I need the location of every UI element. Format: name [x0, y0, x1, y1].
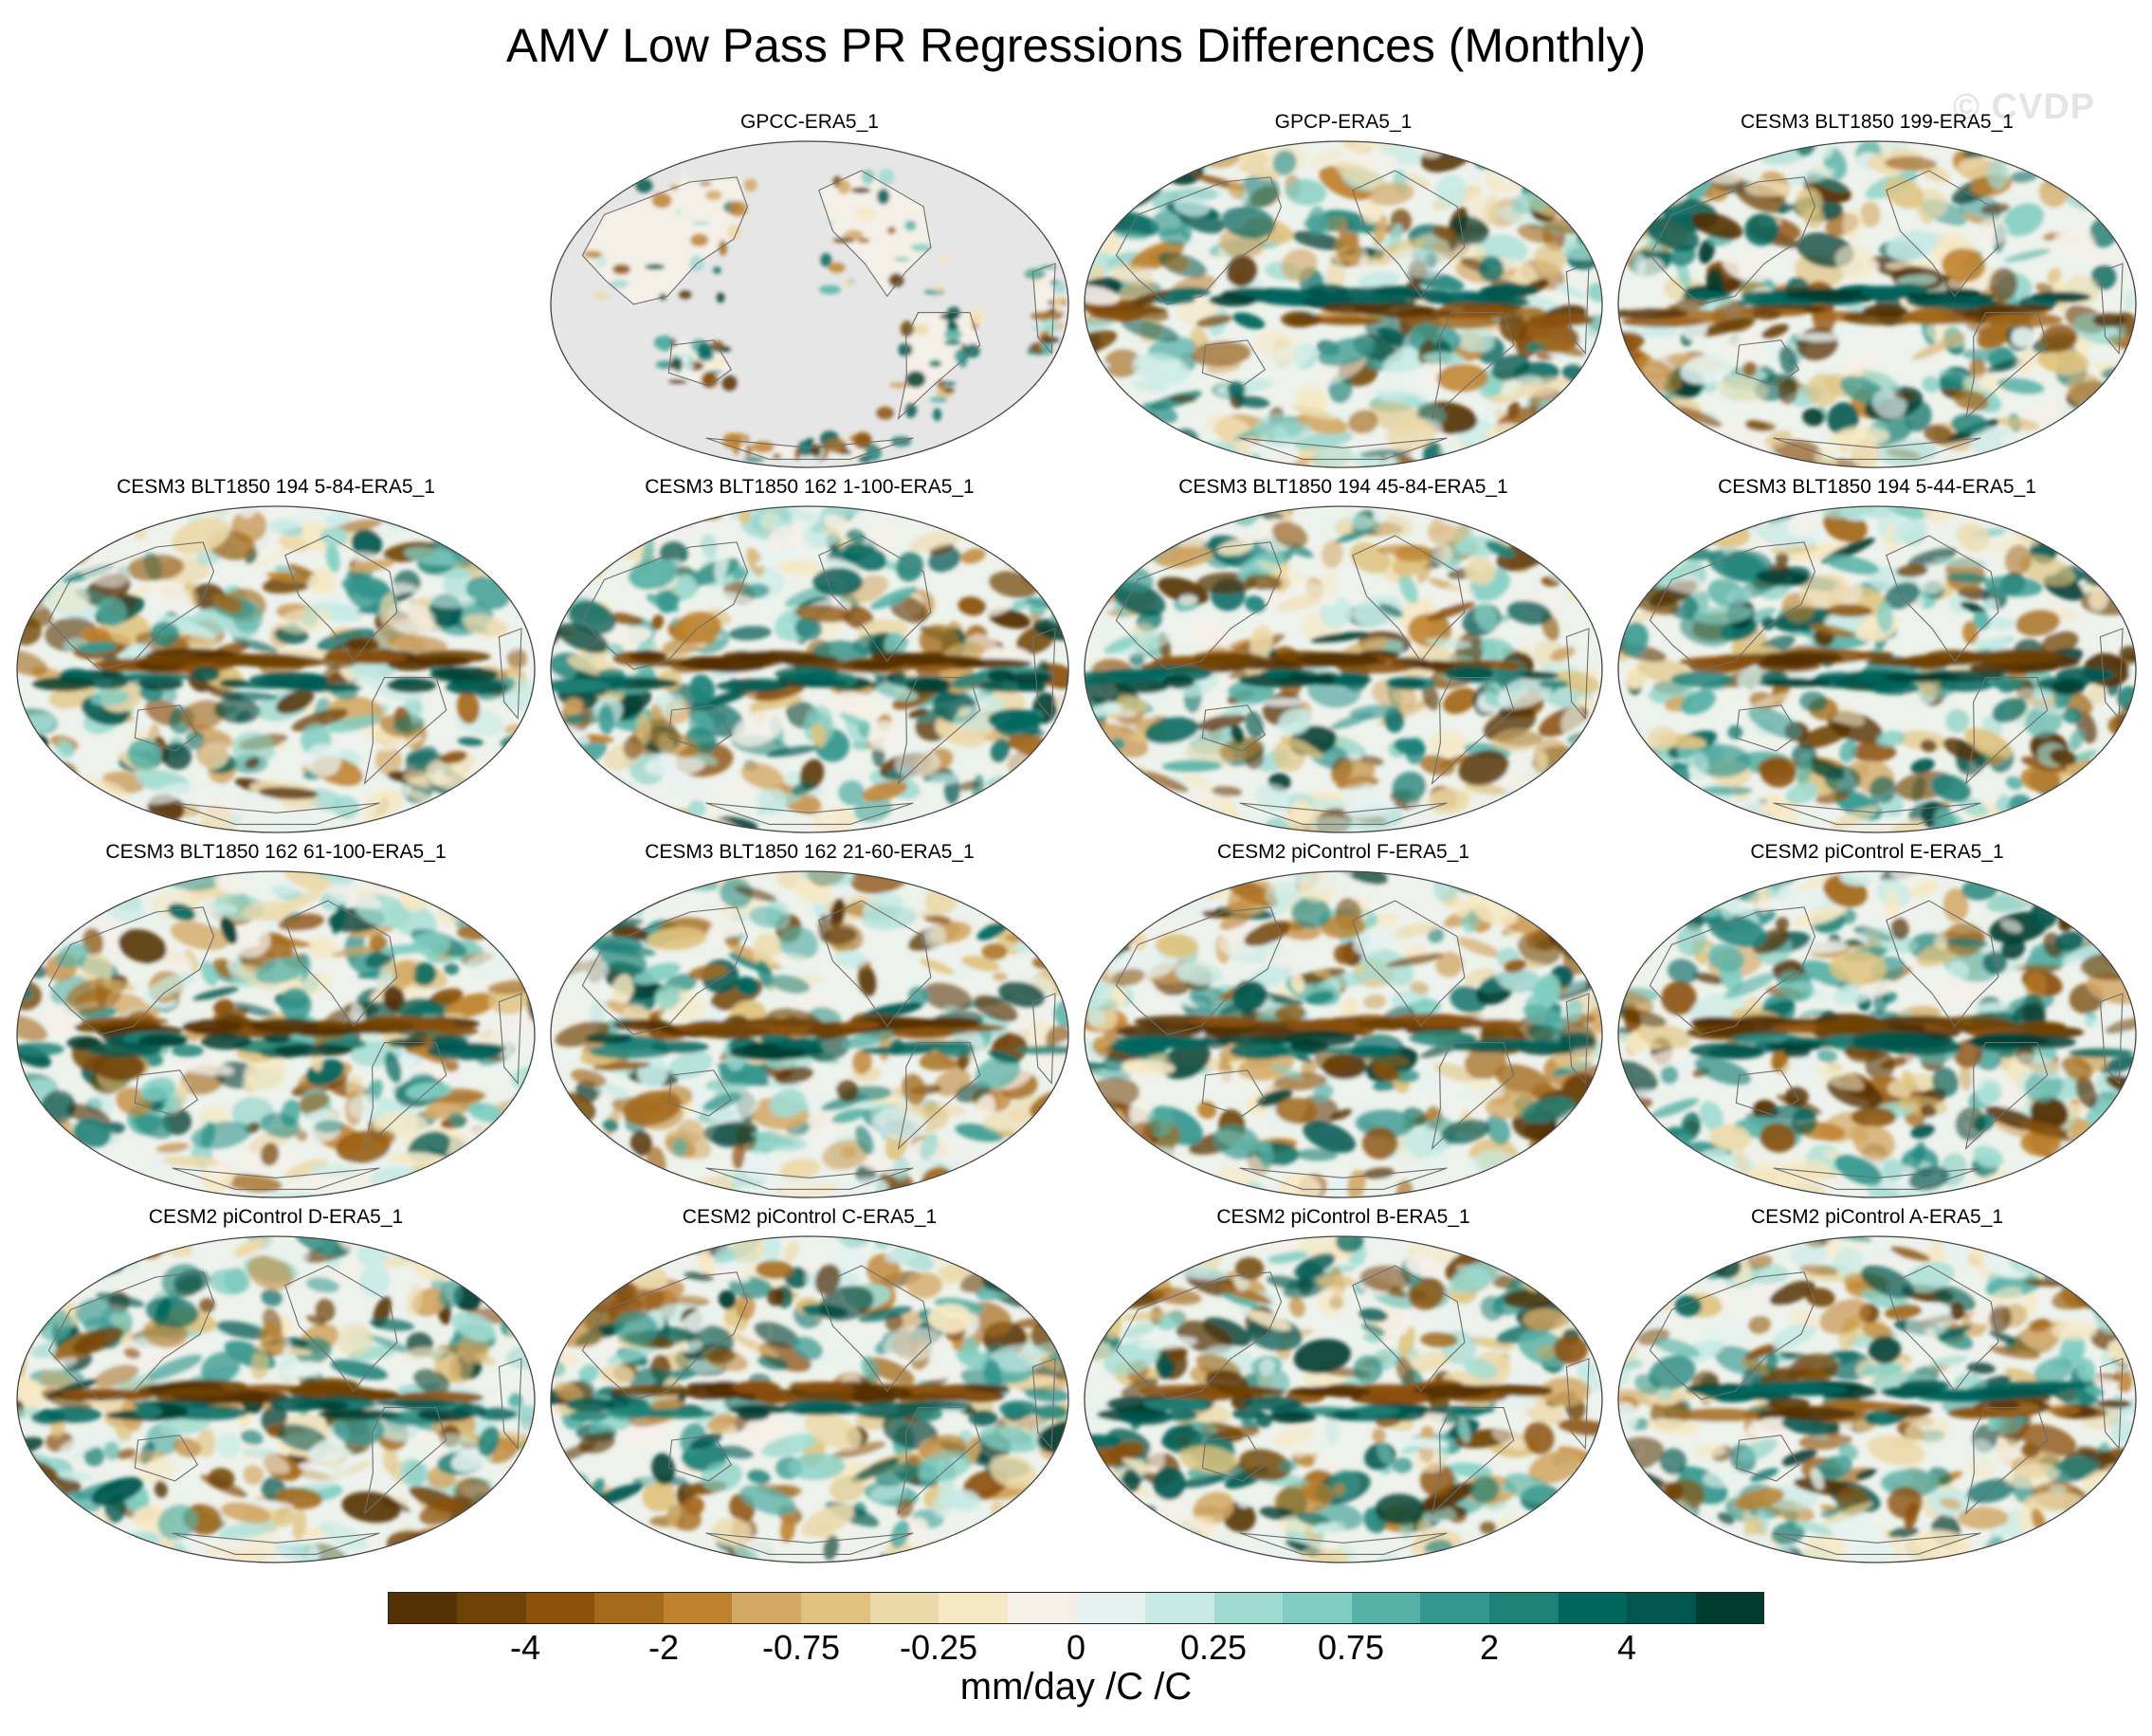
map-plot — [549, 138, 1070, 470]
colorbar-tick-label: -2 — [647, 1628, 680, 1667]
map-plot — [1616, 1233, 2138, 1565]
map-plot — [549, 868, 1070, 1200]
cvdp-watermark: © CVDP — [1953, 87, 2096, 127]
map-svg — [1617, 505, 2137, 833]
colorbar-tick-label: 0.75 — [1317, 1628, 1385, 1667]
colorbar-segment — [1076, 1592, 1146, 1624]
map-plot — [15, 1233, 537, 1565]
colorbar-tick-label: -4 — [509, 1628, 541, 1667]
map-svg — [1617, 1235, 2137, 1563]
panel-title: CESM3 BLT1850 194 5-84-ERA5_1 — [117, 476, 435, 498]
map-svg — [16, 1235, 536, 1563]
colorbar-segment — [800, 1592, 870, 1624]
colorbar-segment — [1213, 1592, 1284, 1624]
colorbar-segment — [1558, 1592, 1628, 1624]
colorbar-segment — [938, 1592, 1008, 1624]
panel-title: CESM2 piControl E-ERA5_1 — [1750, 841, 2004, 863]
map-svg — [550, 1235, 1069, 1563]
panel-title: CESM3 BLT1850 194 5-44-ERA5_1 — [1718, 476, 2036, 498]
map-panel-cesm2-b: CESM2 piControl B-ERA5_1 — [1083, 1205, 1604, 1565]
panel-title: GPCP-ERA5_1 — [1274, 111, 1413, 133]
map-svg — [1084, 140, 1603, 468]
colorbar — [388, 1592, 1765, 1624]
panel-title: GPCC-ERA5_1 — [740, 111, 879, 133]
colorbar-segment — [869, 1592, 939, 1624]
colorbar-tick-label: 0 — [1066, 1628, 1086, 1667]
colorbar-segment — [1695, 1592, 1765, 1624]
map-panel-cesm2-a: CESM2 piControl A-ERA5_1 — [1616, 1205, 2138, 1565]
panel-title: CESM2 piControl A-ERA5_1 — [1750, 1206, 2004, 1228]
colorbar-segment — [1420, 1592, 1490, 1624]
map-svg — [550, 505, 1069, 833]
map-svg — [1084, 1235, 1603, 1563]
map-svg — [550, 140, 1069, 468]
map-plot — [1083, 138, 1604, 470]
map-plot — [1616, 503, 2138, 835]
map-panel-cesm3-194-5-84: CESM3 BLT1850 194 5-84-ERA5_1 — [15, 475, 537, 835]
panel-title: CESM3 BLT1850 194 45-84-ERA5_1 — [1178, 476, 1508, 498]
map-panel-cesm2-f: CESM2 piControl F-ERA5_1 — [1083, 840, 1604, 1200]
colorbar-segment — [525, 1592, 595, 1624]
colorbar-border — [388, 1592, 1764, 1624]
colorbar-segment — [456, 1592, 526, 1624]
panel-title: CESM3 BLT1850 162 61-100-ERA5_1 — [105, 841, 447, 863]
map-plot — [549, 503, 1070, 835]
map-svg — [1617, 870, 2137, 1198]
map-plot — [1083, 1233, 1604, 1565]
map-plot — [1083, 503, 1604, 835]
colorbar-tick-label: -0.75 — [761, 1628, 841, 1667]
panel-title: CESM2 piControl D-ERA5_1 — [148, 1206, 404, 1228]
colorbar-segment — [1144, 1592, 1214, 1624]
colorbar-segment — [732, 1592, 802, 1624]
map-svg — [1617, 140, 2137, 468]
map-panel-gpcp: GPCP-ERA5_1 — [1083, 110, 1604, 470]
colorbar-tick-label: 4 — [1616, 1628, 1637, 1667]
map-svg — [16, 870, 536, 1198]
colorbar-segment — [1351, 1592, 1421, 1624]
map-panel-cesm2-d: CESM2 piControl D-ERA5_1 — [15, 1205, 537, 1565]
map-plot — [1616, 138, 2138, 470]
map-panel-cesm3-199: CESM3 BLT1850 199-ERA5_1 — [1616, 110, 2138, 470]
colorbar-segment — [1282, 1592, 1352, 1624]
colorbar-units: mm/day /C /C — [959, 1666, 1193, 1708]
map-panel-gpcc: GPCC-ERA5_1 — [549, 110, 1070, 470]
panel-title: CESM3 BLT1850 162 21-60-ERA5_1 — [645, 841, 975, 863]
map-plot — [15, 503, 537, 835]
figure-title: AMV Low Pass PR Regressions Differences … — [505, 19, 1647, 72]
map-svg — [550, 870, 1069, 1198]
colorbar-tick-label: -0.25 — [899, 1628, 978, 1667]
map-svg — [1084, 505, 1603, 833]
map-panel-cesm3-162-1-100: CESM3 BLT1850 162 1-100-ERA5_1 — [549, 475, 1070, 835]
map-panel-cesm3-194-45-84: CESM3 BLT1850 194 45-84-ERA5_1 — [1083, 475, 1604, 835]
colorbar-segment — [1488, 1592, 1559, 1624]
map-plot — [1083, 868, 1604, 1200]
map-panel-cesm2-c: CESM2 piControl C-ERA5_1 — [549, 1205, 1070, 1565]
map-svg — [1084, 870, 1603, 1198]
panel-title: CESM3 BLT1850 162 1-100-ERA5_1 — [645, 476, 975, 498]
map-plot — [1616, 868, 2138, 1200]
colorbar-segment — [663, 1592, 733, 1624]
map-panel-cesm3-162-61-100: CESM3 BLT1850 162 61-100-ERA5_1 — [15, 840, 537, 1200]
colorbar-tick-label: 0.25 — [1179, 1628, 1248, 1667]
map-panel-cesm2-e: CESM2 piControl E-ERA5_1 — [1616, 840, 2138, 1200]
panel-title: CESM2 piControl F-ERA5_1 — [1216, 841, 1470, 863]
colorbar-segment — [388, 1592, 458, 1624]
colorbar-segment — [1007, 1592, 1077, 1624]
map-panel-cesm3-162-21-60: CESM3 BLT1850 162 21-60-ERA5_1 — [549, 840, 1070, 1200]
panel-title: CESM3 BLT1850 199-ERA5_1 — [1741, 111, 2014, 133]
map-svg — [16, 505, 536, 833]
panel-title: CESM2 piControl C-ERA5_1 — [682, 1206, 938, 1228]
map-panel-cesm3-194-5-44: CESM3 BLT1850 194 5-44-ERA5_1 — [1616, 475, 2138, 835]
panel-title: CESM2 piControl B-ERA5_1 — [1216, 1206, 1470, 1228]
colorbar-segment — [593, 1592, 664, 1624]
colorbar-tick-label: 2 — [1479, 1628, 1500, 1667]
map-plot — [15, 868, 537, 1200]
colorbar-segment — [1626, 1592, 1696, 1624]
map-plot — [549, 1233, 1070, 1565]
